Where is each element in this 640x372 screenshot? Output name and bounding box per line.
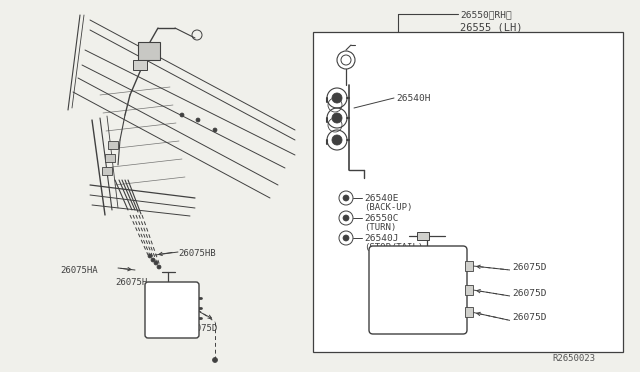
Circle shape	[343, 195, 349, 201]
FancyBboxPatch shape	[369, 246, 467, 334]
Text: R2650023: R2650023	[552, 354, 595, 363]
Text: 26075D: 26075D	[185, 324, 217, 333]
Text: 26540H: 26540H	[396, 94, 431, 103]
Text: 26550C: 26550C	[364, 214, 399, 223]
Circle shape	[212, 357, 218, 362]
FancyBboxPatch shape	[145, 282, 199, 338]
Circle shape	[332, 113, 342, 123]
Circle shape	[148, 254, 152, 258]
Text: 26540E: 26540E	[364, 194, 399, 203]
Text: 26075D: 26075D	[512, 313, 547, 323]
Circle shape	[154, 261, 158, 265]
Bar	[465, 307, 473, 317]
Text: 26550〈RH〉: 26550〈RH〉	[460, 10, 512, 19]
Circle shape	[180, 113, 184, 117]
Circle shape	[151, 258, 155, 262]
Text: (BACK-UP): (BACK-UP)	[364, 203, 412, 212]
Bar	[133, 60, 147, 70]
Text: 26075D: 26075D	[512, 263, 547, 272]
Bar	[102, 167, 112, 175]
Bar	[465, 261, 473, 271]
Text: (STOP/TAIL): (STOP/TAIL)	[364, 243, 423, 252]
Circle shape	[213, 128, 217, 132]
Text: 26075H: 26075H	[115, 278, 147, 287]
Circle shape	[157, 265, 161, 269]
Circle shape	[343, 235, 349, 241]
Text: 26540J: 26540J	[364, 234, 399, 243]
Text: 26075HA: 26075HA	[60, 266, 98, 275]
Bar	[313, 32, 623, 352]
Circle shape	[196, 118, 200, 122]
Bar	[417, 232, 429, 240]
Circle shape	[343, 215, 349, 221]
Circle shape	[332, 93, 342, 103]
Text: (TURN): (TURN)	[364, 223, 396, 232]
Text: 26075D: 26075D	[512, 289, 547, 298]
Bar	[108, 141, 118, 149]
Bar	[105, 154, 115, 162]
Circle shape	[332, 135, 342, 145]
Bar	[465, 285, 473, 295]
Text: 26555 (LH): 26555 (LH)	[460, 22, 522, 32]
Text: 26075HB: 26075HB	[178, 249, 216, 258]
Bar	[138, 42, 160, 60]
